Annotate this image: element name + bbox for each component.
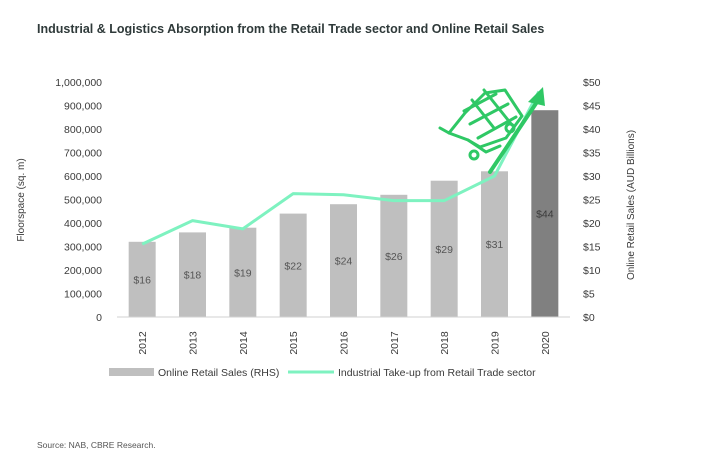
- left-tick-label: 100,000: [64, 289, 102, 301]
- bar: [380, 194, 408, 317]
- bar: [430, 180, 458, 317]
- bar-data-label: $16: [133, 274, 151, 286]
- chart-title: Industrial & Logistics Absorption from t…: [37, 22, 545, 36]
- bar-data-label: $18: [184, 270, 202, 282]
- right-tick-label: $10: [583, 265, 601, 277]
- x-tick-label: 2013: [188, 331, 200, 355]
- bar-labels: $16 $18 $19 $22 $24 $26 $29 $31 $44: [133, 209, 553, 287]
- bar: [229, 227, 257, 317]
- trend-arrow: [488, 87, 545, 174]
- right-tick-label: $30: [583, 171, 601, 183]
- left-tick-label: 900,000: [64, 101, 102, 113]
- bars: [128, 110, 559, 317]
- x-tick-label: 2014: [238, 331, 250, 355]
- left-axis-label: Floorspace (sq. m): [16, 158, 27, 241]
- left-axis-ticks: 0 100,000 200,000 300,000 400,000 500,000 600,…: [55, 77, 102, 324]
- take-up-line: [141, 90, 541, 246]
- right-tick-label: $20: [583, 218, 601, 230]
- legend: Online Retail Sales (RHS) Industrial Tak…: [109, 367, 536, 379]
- right-tick-label: $45: [583, 101, 601, 113]
- x-tick-label: 2020: [540, 331, 552, 355]
- x-axis-ticks: 2012 2013 2014 2015 2016 2017 2018 2019 2020: [137, 331, 552, 355]
- left-tick-label: 500,000: [64, 195, 102, 207]
- bar: [531, 110, 559, 317]
- bar-data-label: $26: [385, 251, 403, 263]
- right-tick-label: $35: [583, 148, 601, 160]
- bar-data-label: $31: [486, 239, 504, 251]
- right-tick-label: $40: [583, 124, 601, 136]
- bar: [330, 204, 357, 317]
- right-tick-label: $50: [583, 77, 601, 89]
- right-tick-label: $5: [583, 289, 595, 301]
- bar-data-label: $24: [335, 256, 353, 268]
- x-tick-label: 2012: [137, 331, 149, 355]
- right-axis-ticks: $0 $5 $10 $15 $20 $25 $30 $35 $40 $45 $50: [583, 77, 601, 324]
- bar-data-label: $29: [435, 244, 453, 256]
- source-note: Source: NAB, CBRE Research.: [37, 440, 156, 450]
- bar-data-label: $19: [234, 267, 252, 279]
- left-tick-label: 400,000: [64, 218, 102, 230]
- legend-swatch-bars: [109, 368, 154, 376]
- left-tick-label: 0: [96, 312, 102, 324]
- right-tick-label: $25: [583, 195, 601, 207]
- right-axis-label: Online Retail Sales (AUD Billions): [626, 130, 637, 280]
- x-tick-label: 2018: [439, 331, 451, 355]
- bar-data-label: $22: [284, 260, 302, 272]
- bar: [179, 232, 206, 317]
- right-tick-label: $15: [583, 242, 601, 254]
- left-tick-label: 800,000: [64, 124, 102, 136]
- bar: [128, 241, 156, 317]
- right-tick-label: $0: [583, 312, 595, 324]
- left-tick-label: 700,000: [64, 148, 102, 160]
- x-tick-label: 2016: [339, 331, 351, 355]
- bar: [279, 213, 307, 317]
- left-tick-label: 300,000: [64, 242, 102, 254]
- x-tick-label: 2017: [389, 331, 401, 355]
- legend-label-bars: Online Retail Sales (RHS): [158, 367, 279, 379]
- legend-label-line: Industrial Take-up from Retail Trade sec…: [338, 367, 536, 379]
- bar-data-label: $44: [536, 209, 554, 221]
- shopping-cart-icon: [438, 88, 524, 161]
- x-tick-label: 2019: [490, 331, 502, 355]
- left-tick-label: 1,000,000: [55, 77, 102, 89]
- left-tick-label: 600,000: [64, 171, 102, 183]
- bar: [481, 171, 508, 317]
- left-tick-label: 200,000: [64, 265, 102, 277]
- x-tick-label: 2015: [288, 331, 300, 355]
